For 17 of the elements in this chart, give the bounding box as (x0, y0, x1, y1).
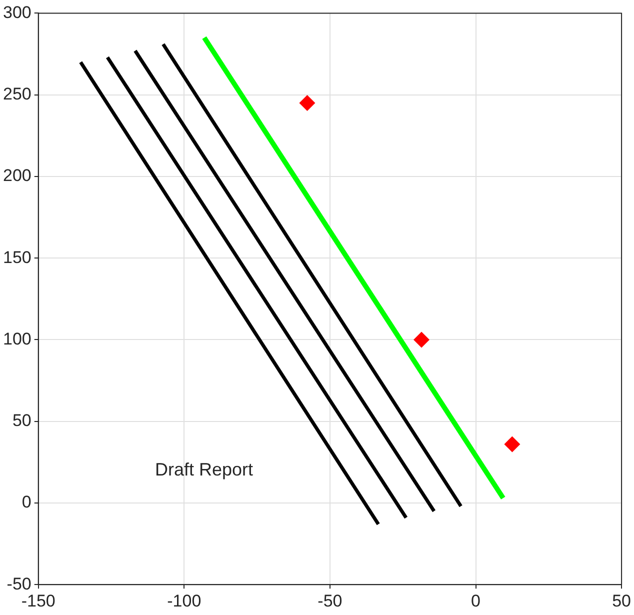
x-tick-label: -150 (21, 591, 56, 610)
x-tick-label: 0 (471, 591, 480, 610)
point (299, 94, 316, 111)
x-tick-label: -100 (167, 591, 202, 610)
y-tick-label: 150 (2, 248, 32, 267)
y-tick-label: 100 (2, 329, 32, 348)
y-tick-label: 250 (2, 84, 32, 104)
y-tick-label: 0 (22, 492, 32, 512)
x-tick-label: -50 (318, 591, 342, 610)
x-tick-label: 50 (612, 591, 632, 610)
y-tick-label: 200 (2, 166, 32, 186)
y-tick-label: 300 (2, 2, 32, 22)
point (504, 436, 520, 452)
y-tick-label: -50 (6, 574, 32, 594)
y-tick-label: 50 (12, 411, 32, 430)
annotation: Draft Report (155, 459, 254, 480)
point (414, 332, 430, 348)
